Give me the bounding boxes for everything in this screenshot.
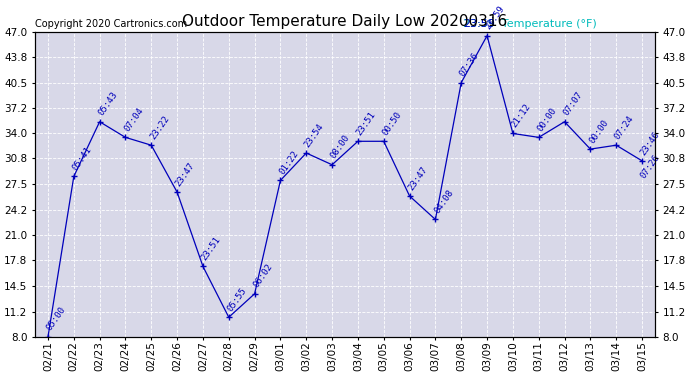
Text: 05:55: 05:55: [226, 286, 248, 313]
Text: 07:07: 07:07: [562, 90, 584, 118]
Text: 01:22: 01:22: [277, 149, 300, 176]
Text: 00:00: 00:00: [587, 118, 610, 145]
Text: 23:51: 23:51: [199, 235, 222, 262]
Text: 08:00: 08:00: [329, 134, 352, 160]
Text: 05:43: 05:43: [97, 90, 119, 118]
Text: 23:47: 23:47: [406, 165, 429, 192]
Title: Outdoor Temperature Daily Low 20200316: Outdoor Temperature Daily Low 20200316: [182, 14, 508, 29]
Text: 07:36: 07:36: [458, 51, 481, 78]
Text: 05:41: 05:41: [70, 145, 93, 172]
Text: 23:59: 23:59: [484, 4, 506, 32]
Text: Copyright 2020 Cartronics.com: Copyright 2020 Cartronics.com: [35, 19, 187, 29]
Text: 23:47: 23:47: [174, 161, 197, 188]
Text: 05:00: 05:00: [45, 306, 68, 333]
Text: 23:46: 23:46: [639, 129, 662, 157]
Text: 04:08: 04:08: [432, 188, 455, 215]
Text: 00:50: 00:50: [381, 110, 404, 137]
Text: 07:26: 07:26: [639, 153, 662, 180]
Text: 23:22: 23:22: [148, 114, 171, 141]
Text: 23:59: 23:59: [463, 19, 495, 29]
Text: 07:04: 07:04: [122, 106, 145, 133]
Text: 23:59  Temperature (°F): 23:59 Temperature (°F): [463, 19, 597, 29]
Text: 23:54: 23:54: [303, 122, 326, 149]
Text: 06:02: 06:02: [251, 262, 274, 290]
Text: 07:24: 07:24: [613, 114, 635, 141]
Text: 23:51: 23:51: [355, 110, 377, 137]
Text: 21:12: 21:12: [510, 102, 533, 129]
Text: 00:00: 00:00: [535, 106, 558, 133]
